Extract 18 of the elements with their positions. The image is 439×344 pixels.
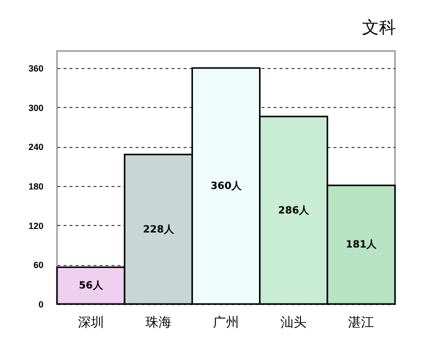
- y-tick-label: 0: [38, 300, 44, 310]
- y-tick-label: 60: [33, 260, 44, 270]
- data-label: 360人: [210, 180, 242, 192]
- y-tick-label: 360: [28, 64, 44, 74]
- x-tick-label: 汕头: [280, 316, 307, 330]
- x-tick-label: 深圳: [78, 316, 104, 330]
- data-label: 286人: [278, 204, 310, 216]
- x-tick-label: 湛江: [348, 316, 374, 330]
- y-tick-label: 180: [28, 182, 44, 192]
- data-label: 181人: [346, 238, 378, 251]
- data-label: 56人: [78, 280, 104, 292]
- y-tick-label: 120: [28, 220, 44, 231]
- x-tick-label: 珠海: [145, 316, 172, 330]
- data-label: 228人: [142, 223, 175, 236]
- y-tick-label: 240: [28, 142, 44, 152]
- y-tick-label: 300: [28, 102, 44, 113]
- chart-title: 文科: [362, 18, 396, 38]
- x-tick-label: 广州: [213, 316, 239, 330]
